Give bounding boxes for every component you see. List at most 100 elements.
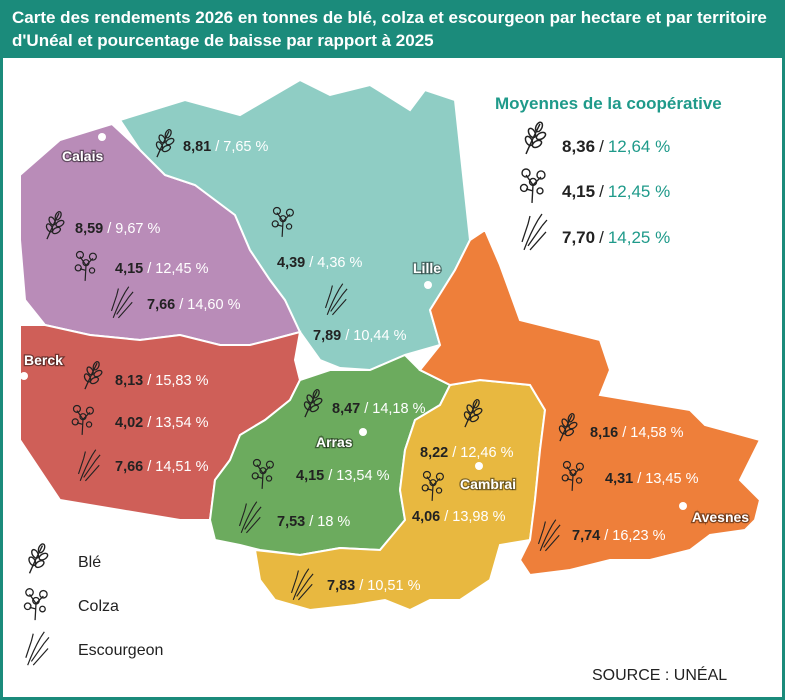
legend-icon <box>26 542 50 574</box>
yield: 8,47 <box>332 401 360 417</box>
city-label: Lille <box>413 260 441 276</box>
city-dot <box>475 462 483 470</box>
yield-line: 4,15/12,45 % <box>115 261 209 277</box>
separator: / <box>147 373 152 389</box>
yield-line: 8,16/14,58 % <box>590 425 684 441</box>
separator: / <box>345 328 350 344</box>
yield: 4,15 <box>562 182 595 201</box>
separator: / <box>107 221 112 237</box>
separator: / <box>599 228 604 247</box>
drop: 16,23 % <box>612 528 665 544</box>
yield-line: 8,36/12,64 % <box>562 137 670 156</box>
drop: 4,36 % <box>317 255 362 271</box>
drop: 14,60 % <box>187 297 240 313</box>
crop-icon <box>523 120 548 155</box>
legend-icon <box>23 588 48 621</box>
yield: 8,36 <box>562 137 595 156</box>
header-title: Carte des rendements 2026 en tonnes de b… <box>0 0 785 58</box>
drop: 13,54 % <box>155 415 208 431</box>
yield-line: 4,15/12,45 % <box>562 182 670 201</box>
yield: 8,16 <box>590 425 618 441</box>
yield-line: 4,31/13,45 % <box>605 471 699 487</box>
legend-label: Blé <box>78 554 101 571</box>
drop: 10,44 % <box>353 328 406 344</box>
drop: 12,45 % <box>608 182 670 201</box>
yield-line: 8,81/7,65 % <box>183 139 269 155</box>
separator: / <box>599 182 604 201</box>
crop-icon <box>519 168 546 204</box>
yield-line: 8,13/15,83 % <box>115 373 209 389</box>
separator: / <box>309 255 314 271</box>
yield-line: 4,06/13,98 % <box>412 509 506 525</box>
yield-line: 4,39/4,36 % <box>277 255 363 271</box>
city-dot <box>359 428 367 436</box>
separator: / <box>147 261 152 277</box>
drop: 18 % <box>317 514 350 530</box>
drop: 14,18 % <box>372 401 425 417</box>
yield-line: 8,22/12,46 % <box>420 445 514 461</box>
separator: / <box>328 468 333 484</box>
separator: / <box>359 578 364 594</box>
yield: 8,59 <box>75 221 103 237</box>
separator: / <box>444 509 449 525</box>
city-dot <box>679 502 687 510</box>
separator: / <box>364 401 369 417</box>
yield: 7,89 <box>313 328 341 344</box>
separator: / <box>604 528 609 544</box>
yield: 4,15 <box>115 261 143 277</box>
yield: 4,39 <box>277 255 305 271</box>
crop-icon <box>521 213 548 251</box>
legend-label: Colza <box>78 598 119 615</box>
yield: 4,15 <box>296 468 324 484</box>
city-label: Avesnes <box>692 509 749 525</box>
separator: / <box>452 445 457 461</box>
separator: / <box>147 415 152 431</box>
separator: / <box>309 514 314 530</box>
separator: / <box>622 425 627 441</box>
drop: 14,58 % <box>630 425 683 441</box>
drop: 12,64 % <box>608 137 670 156</box>
yield: 7,66 <box>147 297 175 313</box>
city-label: Calais <box>62 148 103 164</box>
yield-line: 7,74/16,23 % <box>572 528 666 544</box>
separator: / <box>599 137 604 156</box>
drop: 10,51 % <box>367 578 420 594</box>
drop: 15,83 % <box>155 373 208 389</box>
yield: 8,81 <box>183 139 211 155</box>
separator: / <box>637 471 642 487</box>
separator: / <box>179 297 184 313</box>
region-orange <box>418 228 762 577</box>
averages-title: Moyennes de la coopérative <box>495 94 722 113</box>
legend-label: Escourgeon <box>78 642 163 659</box>
drop: 7,65 % <box>223 139 268 155</box>
yield: 4,06 <box>412 509 440 525</box>
drop: 9,67 % <box>115 221 160 237</box>
yield: 7,66 <box>115 459 143 475</box>
city-dot <box>424 281 432 289</box>
legend-icon <box>25 631 50 666</box>
drop: 14,25 % <box>608 228 670 247</box>
drop: 12,46 % <box>460 445 513 461</box>
city-label: Arras <box>316 434 353 450</box>
yield-line: 4,15/13,54 % <box>296 468 390 484</box>
separator: / <box>147 459 152 475</box>
yield: 8,22 <box>420 445 448 461</box>
yield: 7,53 <box>277 514 305 530</box>
yield: 7,70 <box>562 228 595 247</box>
separator: / <box>215 139 220 155</box>
yield-line: 7,89/10,44 % <box>313 328 407 344</box>
city-dot <box>20 372 28 380</box>
yield-line: 7,66/14,60 % <box>147 297 241 313</box>
yield: 4,02 <box>115 415 143 431</box>
yield-line: 7,83/10,51 % <box>327 578 421 594</box>
yield: 8,13 <box>115 373 143 389</box>
yield-line: 8,59/9,67 % <box>75 221 161 237</box>
city-label: Cambrai <box>460 476 516 492</box>
drop: 14,51 % <box>155 459 208 475</box>
source: SOURCE : UNÉAL <box>592 665 727 684</box>
drop: 13,45 % <box>645 471 698 487</box>
yield-line: 7,53/18 % <box>277 514 350 530</box>
yield: 7,74 <box>572 528 600 544</box>
drop: 13,98 % <box>452 509 505 525</box>
